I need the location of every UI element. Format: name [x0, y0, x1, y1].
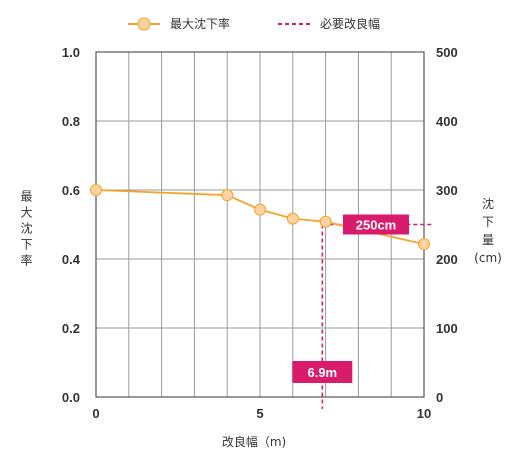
callout-x: 6.9m [292, 361, 353, 383]
y-left-axis-title: 最大沈下率 [19, 190, 33, 270]
callout-y-label: 250cm [356, 218, 396, 233]
series-point [286, 212, 299, 225]
y-right-axis-title: 沈 下 量 (cm) [474, 196, 502, 265]
callout-y-box [343, 214, 409, 235]
y-right-tick-label: 500 [436, 45, 458, 60]
series-point [221, 189, 234, 202]
y-left-tick-label: 0.8 [62, 114, 80, 129]
y-left-axis-ticks: 0.0 0.2 0.4 0.6 0.8 1.0 [62, 45, 81, 405]
y-right-title-unit: (cm) [474, 251, 502, 265]
legend-series-label: 最大沈下率 [170, 16, 230, 31]
y-right-tick-label: 0 [436, 390, 443, 405]
series-point [319, 215, 332, 228]
callout-x-label: 6.9m [307, 365, 337, 380]
y-right-tick-label: 200 [436, 252, 458, 267]
x-tick-label: 0 [92, 406, 99, 421]
y-right-title-char-1: 沈 [482, 196, 494, 211]
legend-series-marker [137, 17, 151, 31]
legend-reference-label: 必要改良幅 [320, 16, 380, 31]
callout-x-box [292, 361, 353, 383]
x-tick-label: 5 [256, 406, 263, 421]
series-point [90, 184, 102, 196]
series-layer [90, 184, 430, 251]
y-right-tick-label: 300 [436, 183, 458, 198]
callout-y: 250cm [343, 214, 409, 235]
y-left-tick-label: 0.2 [62, 321, 80, 336]
y-left-tick-label: 1.0 [62, 45, 80, 60]
y-right-tick-label: 100 [436, 321, 458, 336]
x-axis-title: 改良幅（m) [222, 434, 286, 449]
y-right-title-char-2: 下 [482, 215, 494, 229]
series-point [254, 203, 266, 216]
y-right-title-char-3: 量 [482, 233, 494, 247]
legend: 最大沈下率 必要改良幅 [128, 16, 380, 31]
y-left-tick-label: 0.0 [62, 390, 80, 405]
reference-layer [321, 223, 434, 409]
y-right-axis-ticks: 0 100 200 300 400 500 [436, 45, 458, 405]
x-tick-label: 10 [417, 406, 431, 421]
y-right-tick-label: 400 [436, 114, 458, 129]
series-line [95, 189, 425, 246]
series-point [418, 238, 430, 251]
y-left-tick-label: 0.6 [62, 183, 80, 198]
x-axis-ticks: 0 5 10 [92, 406, 431, 421]
y-left-tick-label: 0.4 [62, 252, 81, 267]
